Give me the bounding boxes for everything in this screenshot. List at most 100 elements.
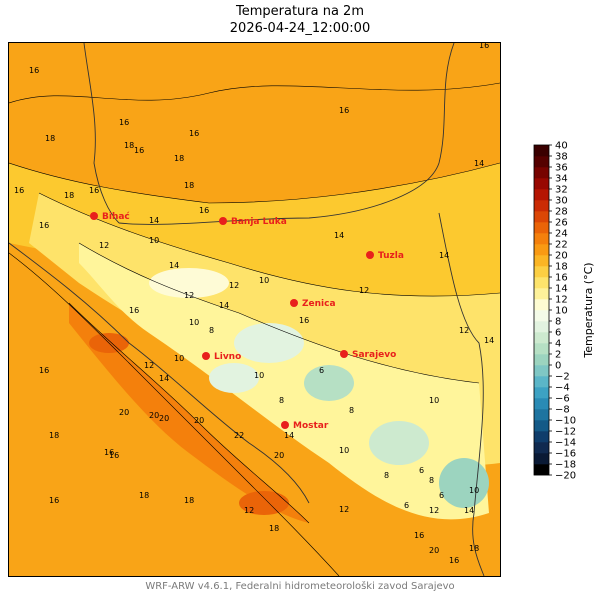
city-marker[interactable] xyxy=(202,352,210,360)
contour-label: 14 xyxy=(284,431,294,440)
colorbar-tick-label: −8 xyxy=(555,405,570,416)
city-marker[interactable] xyxy=(366,251,374,259)
colorbar-tick-label: 4 xyxy=(555,339,561,350)
contour-label: 14 xyxy=(159,374,169,383)
contour-line xyxy=(8,162,501,204)
colorbar-band xyxy=(534,409,549,421)
contour-label: 16 xyxy=(339,106,349,115)
contour-label: 20 xyxy=(119,408,129,417)
city-label: Banja Luka xyxy=(231,217,287,227)
colorbar-tick-label: −2 xyxy=(555,372,570,383)
city-label: Zenica xyxy=(302,299,336,309)
contour-label: 16 xyxy=(449,556,459,565)
temperature-map-canvas: 16 16 16 18 16 18 18 16 16 16 14 16 18 18 16 14 12 10 14 16… xyxy=(8,41,501,577)
contour-label: 14 xyxy=(219,301,229,310)
contour-label: 18 xyxy=(45,134,55,143)
colorbar-tick-label: 12 xyxy=(555,295,568,306)
contour-label: 14 xyxy=(484,336,494,345)
colorbar-tick-label: 28 xyxy=(555,207,568,218)
contour-label: 12 xyxy=(339,505,349,514)
colorbar-band xyxy=(534,255,549,267)
contour-label: 14 xyxy=(334,231,344,240)
colorbar-tick-label: 6 xyxy=(555,328,561,339)
contour-label: 14 xyxy=(169,261,179,270)
city-label: Sarajevo xyxy=(352,350,396,360)
contour-label: 16 xyxy=(104,448,114,457)
contour-line xyxy=(8,252,340,577)
border-line xyxy=(8,242,310,504)
contour-label: 18 xyxy=(124,141,134,150)
colorbar-band xyxy=(534,420,549,432)
contour-label: 12 xyxy=(184,291,194,300)
contour-label: 16 xyxy=(39,221,49,230)
colorbar-band xyxy=(534,244,549,256)
contour-label: 10 xyxy=(174,354,184,363)
contour-label: 14 xyxy=(464,506,474,515)
colorbar-band xyxy=(534,200,549,212)
contour-label: 18 xyxy=(64,191,74,200)
colorbar-tick-label: 40 xyxy=(555,141,568,152)
colorbar-band xyxy=(534,266,549,278)
colorbar-tick-label: 20 xyxy=(555,251,568,262)
contour-label: 10 xyxy=(339,446,349,455)
colorbar-tick-label: 26 xyxy=(555,218,568,229)
contour-label: 8 xyxy=(429,476,434,485)
contour-label: 16 xyxy=(299,316,309,325)
border-line xyxy=(438,212,485,577)
contour-label: 8 xyxy=(384,471,389,480)
colorbar-band xyxy=(534,211,549,223)
contour-label: 18 xyxy=(174,154,184,163)
colorbar-tick-label: 22 xyxy=(555,240,568,251)
hot-spot xyxy=(239,491,289,515)
contour-label: 10 xyxy=(429,396,439,405)
mountain-zone xyxy=(369,421,429,465)
city-marker[interactable] xyxy=(281,421,289,429)
contour-label: 16 xyxy=(49,496,59,505)
mountain-zone xyxy=(304,365,354,401)
mountain-zone xyxy=(149,268,229,298)
contour-label: 20 xyxy=(149,411,159,420)
colorbar-tick-label: 32 xyxy=(555,185,568,196)
colorbar-tick-label: −18 xyxy=(555,460,576,471)
colorbar-tick-label: −16 xyxy=(555,449,576,460)
contour-label: 8 xyxy=(349,406,354,415)
temperature-map: 16 16 16 18 16 18 18 16 16 16 14 16 18 18 16 14 12 10 14 16… xyxy=(8,41,501,577)
contour-label: 16 xyxy=(14,186,24,195)
city-marker[interactable] xyxy=(290,299,298,307)
contour-label: 6 xyxy=(319,366,324,375)
contour-label: 12 xyxy=(359,286,369,295)
contour-label: 20 xyxy=(159,414,169,423)
contour-label: 6 xyxy=(404,501,409,510)
colorbar-tick-label: 8 xyxy=(555,317,561,328)
mountain-zone xyxy=(439,458,489,508)
colorbar-band xyxy=(534,277,549,289)
contour-line xyxy=(68,302,310,524)
contour-label: 16 xyxy=(89,186,99,195)
contour-line xyxy=(8,82,501,104)
colorbar-tick-label: 14 xyxy=(555,284,568,295)
mountain-zone xyxy=(234,323,304,363)
map-subtitle: 2026-04-24_12:00:00 xyxy=(229,21,371,36)
contour-label: 8 xyxy=(209,326,214,335)
city-marker[interactable] xyxy=(90,212,98,220)
colorbar-band xyxy=(534,387,549,399)
contour-label: 10 xyxy=(189,318,199,327)
contour-label: 6 xyxy=(419,466,424,475)
colorbar-band xyxy=(534,156,549,168)
contour-line xyxy=(78,242,480,384)
colorbar-band xyxy=(534,321,549,333)
city-marker[interactable] xyxy=(340,350,348,358)
colorbar-tick-label: −14 xyxy=(555,438,576,449)
colorbar-band xyxy=(534,145,549,157)
contour-label: 16 xyxy=(479,43,489,50)
colorbar-tick-label: 10 xyxy=(555,306,568,317)
colorbar-band xyxy=(534,376,549,388)
contour-label: 16 xyxy=(39,366,49,375)
colorbar-band xyxy=(534,464,549,476)
city-label: Tuzla xyxy=(378,251,404,261)
city-marker[interactable] xyxy=(219,217,227,225)
colorbar-tick-label: 30 xyxy=(555,196,568,207)
contour-label: 18 xyxy=(469,544,479,553)
colorbar-band xyxy=(534,299,549,311)
contour-label: 10 xyxy=(254,371,264,380)
